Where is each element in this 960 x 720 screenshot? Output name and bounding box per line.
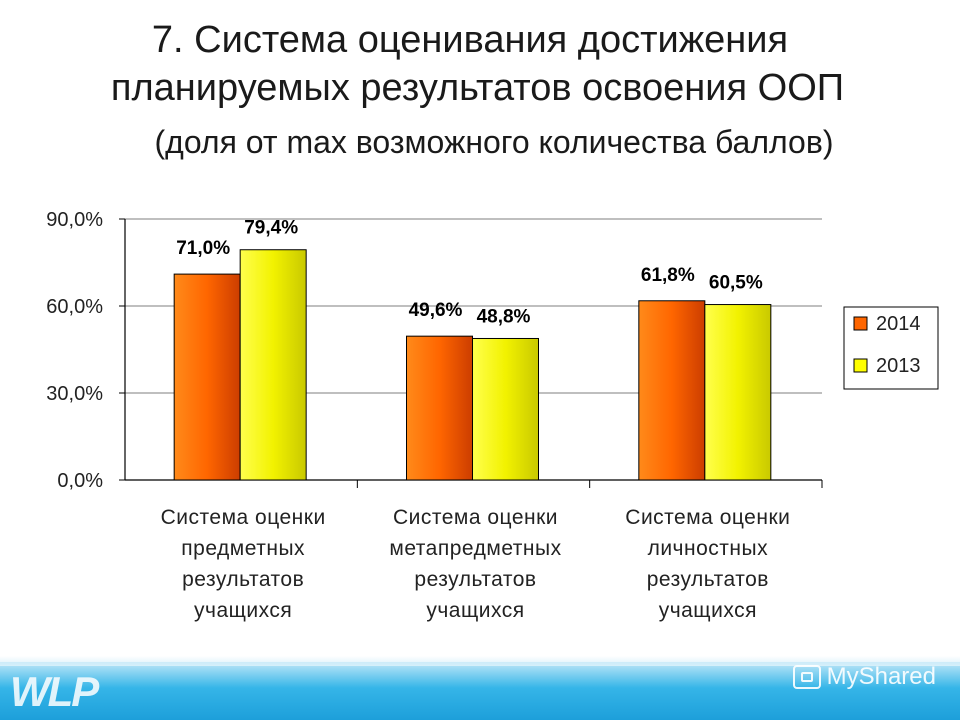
data-label: 61,8% bbox=[641, 265, 695, 286]
presentation-icon bbox=[792, 665, 821, 689]
x-category-label: личностных bbox=[648, 537, 769, 560]
bar-2014 bbox=[173, 273, 241, 481]
x-category-label: результатов bbox=[647, 568, 769, 591]
bar-2013 bbox=[472, 337, 539, 481]
slide-title-line2: планируемых результатов освоения ООП bbox=[110, 67, 845, 109]
bar-2013 bbox=[239, 249, 307, 481]
x-category-label: учащихся bbox=[659, 599, 757, 622]
data-label: 71,0% bbox=[176, 238, 230, 259]
slide-title-line1: 7. Система оценивания достижения bbox=[151, 19, 789, 61]
x-category-label: Система оценки bbox=[161, 506, 326, 529]
data-label: 79,4% bbox=[244, 218, 298, 239]
x-category-label: предметных bbox=[181, 537, 305, 560]
data-label: 48,8% bbox=[477, 306, 531, 327]
bar-2013 bbox=[704, 304, 772, 481]
footer-band bbox=[0, 656, 960, 720]
watermark-text: MyShared bbox=[826, 663, 936, 690]
data-label: 60,5% bbox=[709, 273, 763, 294]
legend-swatch bbox=[853, 316, 868, 331]
data-label: 49,6% bbox=[409, 300, 463, 321]
x-category-label: учащихся bbox=[426, 599, 524, 622]
x-category-label: результатов bbox=[182, 568, 304, 591]
legend-label: 2014 bbox=[876, 313, 921, 335]
slide-subtitle: (доля от max возможного количества балло… bbox=[154, 124, 834, 160]
y-tick-label: 60,0% bbox=[46, 296, 103, 318]
footer-logo: WLP bbox=[10, 668, 99, 715]
x-category-label: Система оценки bbox=[393, 506, 558, 529]
legend-label: 2013 bbox=[876, 355, 921, 377]
x-category-label: учащихся bbox=[194, 599, 292, 622]
slide-title: 7. Система оценивания достижения планиру… bbox=[0, 16, 960, 112]
x-category-label: Система оценки bbox=[625, 506, 790, 529]
x-category-label: результатов bbox=[414, 568, 536, 591]
y-tick-label: 30,0% bbox=[46, 383, 103, 405]
y-tick-label: 90,0% bbox=[46, 209, 103, 231]
x-category-label: метапредметных bbox=[389, 537, 561, 560]
bar-2014 bbox=[406, 335, 473, 481]
bar-2014 bbox=[638, 300, 706, 481]
watermark: MyShared bbox=[792, 660, 936, 694]
legend-swatch bbox=[853, 358, 868, 373]
y-tick-label: 0,0% bbox=[57, 470, 103, 492]
